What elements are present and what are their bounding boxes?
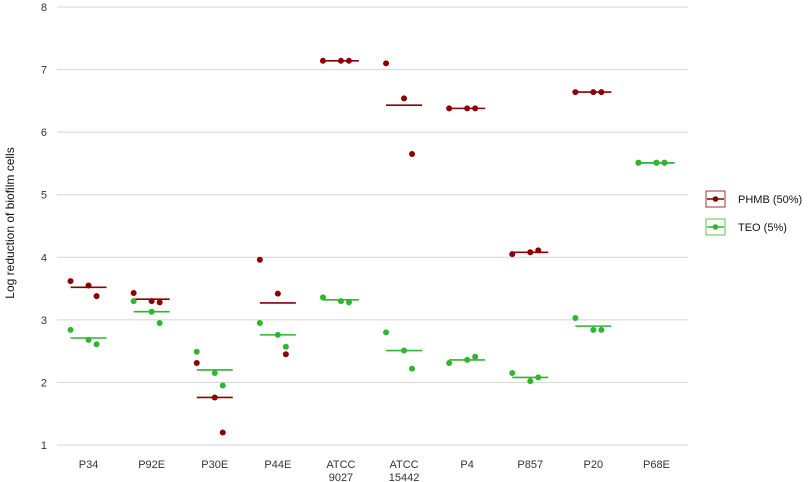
y-tick-label: 8 [41,2,47,14]
y-tick-label: 1 [41,440,47,452]
x-tick-label: P30E [201,459,228,471]
y-axis-ticks: 1 2 3 4 5 6 7 8 [41,2,47,452]
x-tick-label: ATCC 9027 [326,459,355,482]
teo-point [337,298,344,305]
teo-point [219,382,226,389]
phmb-point [409,151,416,158]
x-tick-label: P4 [460,459,473,471]
legend-key-dot-teo [712,224,719,230]
phmb-point [156,299,163,306]
teo-point [345,299,352,306]
teo-point [472,353,479,360]
phmb-point [401,95,408,102]
phmb-point [527,249,534,256]
x-tick-label: P44E [264,459,291,471]
phmb-point [256,256,263,263]
phmb-point [572,89,579,96]
y-tick-label: 4 [41,252,47,264]
teo-point [211,370,218,377]
data-marks [67,57,675,436]
x-tick-label: P34 [79,459,99,471]
phmb-point [509,251,516,258]
teo-point [635,159,642,166]
x-tick-label: P20 [584,459,604,471]
x-tick-label: P68E [643,459,670,471]
teo-point [590,326,597,333]
teo-point [383,329,390,336]
teo-point [274,331,281,338]
teo-point [193,348,200,355]
phmb-point [67,278,74,285]
x-tick-label: P92E [138,459,165,471]
phmb-point [590,89,597,96]
teo-point [93,341,100,348]
teo-point [130,298,137,305]
teo-point [156,319,163,326]
legend: PHMB (50%) TEO (5%) [705,190,802,236]
y-tick-label: 5 [41,190,47,202]
x-tick-label: P857 [517,459,543,471]
phmb-point [319,57,326,64]
teo-point [401,347,408,354]
phmb-point [93,293,100,300]
phmb-point [282,351,289,358]
phmb-point [274,290,281,297]
phmb-point [472,105,479,112]
legend-label-teo: TEO (5%) [738,222,787,234]
phmb-point [337,57,344,64]
y-tick-label: 2 [41,377,47,389]
y-axis-title: Log reduction of biofilm cells [3,147,17,298]
teo-point [509,370,516,377]
y-tick-label: 7 [41,65,47,77]
phmb-point [598,89,605,96]
y-tick-label: 3 [41,315,47,327]
teo-point [67,326,74,333]
teo-point [598,326,605,333]
phmb-point [219,429,226,436]
teo-point [256,319,263,326]
teo-point [661,159,668,166]
teo-point [85,336,92,343]
teo-point [572,314,579,321]
phmb-point [446,105,453,112]
phmb-point [193,360,200,367]
phmb-point [211,394,218,401]
phmb-point [535,247,542,254]
teo-point [464,356,471,363]
phmb-point [345,57,352,64]
phmb-point [464,105,471,112]
phmb-point [85,282,92,289]
teo-point [409,365,416,372]
teo-point [653,159,660,166]
legend-key-dot-phmb [712,196,719,202]
x-axis-ticks: P34 P92E P30E P44E ATCC 9027 ATCC 15442 P4 P857 P2… [79,459,670,482]
phmb-point [148,298,155,305]
y-tick-label: 6 [41,127,47,139]
gridlines [57,6,688,446]
phmb-point [130,289,137,296]
teo-point [319,294,326,301]
teo-point [535,374,542,381]
teo-point [282,343,289,350]
teo-point [446,360,453,367]
x-tick-label: ATCC 15442 [389,459,420,482]
legend-label-phmb: PHMB (50%) [738,194,802,206]
teo-point [527,378,534,385]
teo-point [148,308,155,315]
phmb-point [383,60,390,67]
